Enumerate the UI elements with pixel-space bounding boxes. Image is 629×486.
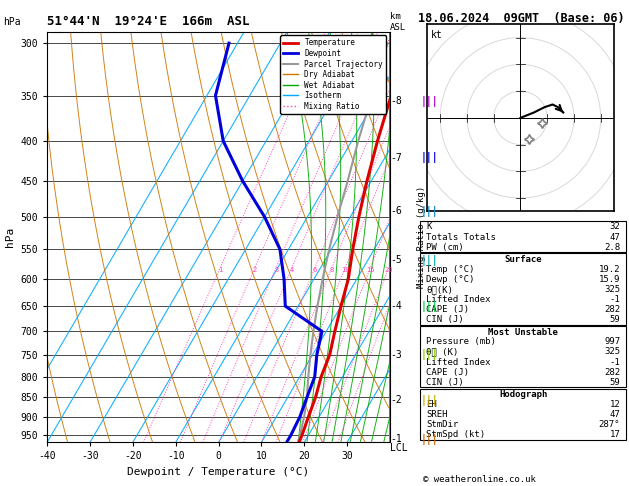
Text: θᴇ(K): θᴇ(K) xyxy=(426,285,454,294)
Text: -5: -5 xyxy=(390,255,402,265)
Text: StmSpd (kt): StmSpd (kt) xyxy=(426,431,486,439)
Text: K: K xyxy=(426,223,431,231)
Text: 8: 8 xyxy=(330,267,334,273)
Text: LCL: LCL xyxy=(390,443,408,452)
Text: Most Unstable: Most Unstable xyxy=(488,328,559,337)
Text: -1: -1 xyxy=(610,358,620,366)
Text: 20: 20 xyxy=(385,267,393,273)
Text: CAPE (J): CAPE (J) xyxy=(426,368,469,377)
Text: 325: 325 xyxy=(604,285,620,294)
Text: Pressure (mb): Pressure (mb) xyxy=(426,337,496,347)
Text: EH: EH xyxy=(426,400,437,409)
Text: 4: 4 xyxy=(290,267,294,273)
Legend: Temperature, Dewpoint, Parcel Trajectory, Dry Adiabat, Wet Adiabat, Isotherm, Mi: Temperature, Dewpoint, Parcel Trajectory… xyxy=(280,35,386,114)
Text: 12: 12 xyxy=(610,400,620,409)
Text: -2: -2 xyxy=(390,395,402,405)
Text: Lifted Index: Lifted Index xyxy=(426,295,491,304)
Text: |||: ||| xyxy=(420,96,438,107)
Text: 282: 282 xyxy=(604,368,620,377)
Text: 3: 3 xyxy=(274,267,279,273)
Text: 19.2: 19.2 xyxy=(599,264,620,274)
Text: StmDir: StmDir xyxy=(426,420,459,429)
Text: |||: ||| xyxy=(420,152,438,163)
Text: |||: ||| xyxy=(420,349,438,360)
Text: Lifted Index: Lifted Index xyxy=(426,358,491,366)
Text: 10: 10 xyxy=(341,267,350,273)
Text: kt: kt xyxy=(431,30,442,40)
Text: 1: 1 xyxy=(218,267,223,273)
Text: 287°: 287° xyxy=(599,420,620,429)
Text: -1: -1 xyxy=(390,434,402,444)
Text: 325: 325 xyxy=(604,347,620,356)
Text: Totals Totals: Totals Totals xyxy=(426,232,496,242)
Y-axis label: hPa: hPa xyxy=(5,227,15,247)
Text: 997: 997 xyxy=(604,337,620,347)
Text: 47: 47 xyxy=(610,410,620,419)
Text: 17: 17 xyxy=(610,431,620,439)
Text: 47: 47 xyxy=(610,232,620,242)
Text: 59: 59 xyxy=(610,378,620,387)
Text: 15: 15 xyxy=(366,267,375,273)
Text: Surface: Surface xyxy=(504,255,542,264)
Text: -6: -6 xyxy=(390,207,402,216)
X-axis label: Dewpoint / Temperature (°C): Dewpoint / Temperature (°C) xyxy=(128,467,309,477)
Text: 6: 6 xyxy=(313,267,317,273)
Text: |||: ||| xyxy=(420,255,438,266)
Text: 2.8: 2.8 xyxy=(604,243,620,252)
Text: Dewp (°C): Dewp (°C) xyxy=(426,275,475,284)
Text: 18.06.2024  09GMT  (Base: 06): 18.06.2024 09GMT (Base: 06) xyxy=(418,12,625,25)
Text: -8: -8 xyxy=(390,96,402,106)
Text: -3: -3 xyxy=(390,350,402,360)
Text: CIN (J): CIN (J) xyxy=(426,378,464,387)
Text: PW (cm): PW (cm) xyxy=(426,243,464,252)
Text: θᴇ (K): θᴇ (K) xyxy=(426,347,459,356)
Text: 59: 59 xyxy=(610,315,620,325)
Text: Temp (°C): Temp (°C) xyxy=(426,264,475,274)
Text: Hodograph: Hodograph xyxy=(499,390,547,399)
Text: hPa: hPa xyxy=(3,17,21,27)
Text: 32: 32 xyxy=(610,223,620,231)
Text: -7: -7 xyxy=(390,153,402,162)
Text: |||: ||| xyxy=(420,301,438,312)
Text: © weatheronline.co.uk: © weatheronline.co.uk xyxy=(423,474,535,484)
Text: -1: -1 xyxy=(610,295,620,304)
Text: CIN (J): CIN (J) xyxy=(426,315,464,325)
Text: -4: -4 xyxy=(390,301,402,311)
Text: CAPE (J): CAPE (J) xyxy=(426,305,469,314)
Text: 2: 2 xyxy=(253,267,257,273)
Text: |||: ||| xyxy=(420,206,438,217)
Text: 15.9: 15.9 xyxy=(599,275,620,284)
Text: |||: ||| xyxy=(420,395,438,406)
Text: Mixing Ratio (g/kg): Mixing Ratio (g/kg) xyxy=(416,186,426,288)
Text: 282: 282 xyxy=(604,305,620,314)
Text: 51°44'N  19°24'E  166m  ASL: 51°44'N 19°24'E 166m ASL xyxy=(47,15,250,28)
Text: km
ASL: km ASL xyxy=(390,12,406,32)
Text: SREH: SREH xyxy=(426,410,448,419)
Text: |||: ||| xyxy=(420,434,438,445)
